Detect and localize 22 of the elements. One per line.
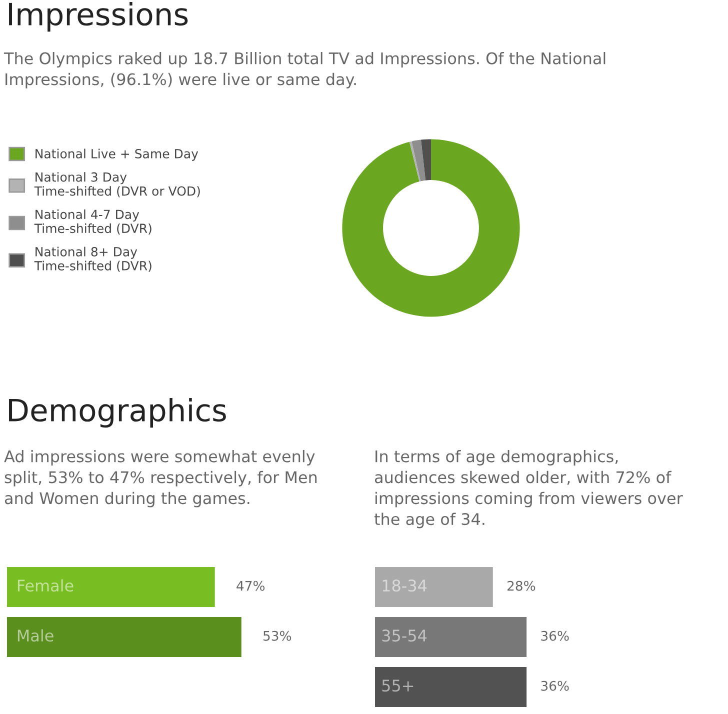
category-label: 55+ [382,680,414,692]
category-label: Male [18,629,54,642]
chart-subtitle: Ad impressions were somewhat evenly split, 53% to 47% respectively, for Men and Women during the games. [4,450,317,508]
legend-label: National 4-7 Day Time-shifted (DVR) [34,209,152,235]
data-label: 53% [263,630,292,641]
chart-title: Demographics [9,398,226,428]
data-label: 36% [541,630,569,641]
donut-slice [412,140,426,182]
donut-slice [420,139,431,180]
legend-label: National Live + Same Day [36,148,198,161]
donut-slice [409,141,421,182]
data-label: 36% [541,680,569,691]
legend-label: National 8+ Day Time-shifted (DVR) [34,246,152,272]
data-label: 28% [507,580,536,591]
category-label: 35-54 [382,630,427,642]
chart-subtitle: In terms of age demographics, audiences skewed older, with 72% of impressions coming from viewers over the age of 34. [374,450,683,528]
legend-label: National 3 Day Time-shifted (DVR or VOD) [34,172,200,198]
donut-slice [342,139,520,317]
chart-title: Impressions [9,2,188,32]
chart-subtitle: The Olympics raked up 18.7 Billion total TV ad Impressions. Of the National Impressions, (96.1%) were live or same day. [4,52,606,88]
data-label: 47% [236,580,265,591]
category-label: Female [18,579,74,592]
